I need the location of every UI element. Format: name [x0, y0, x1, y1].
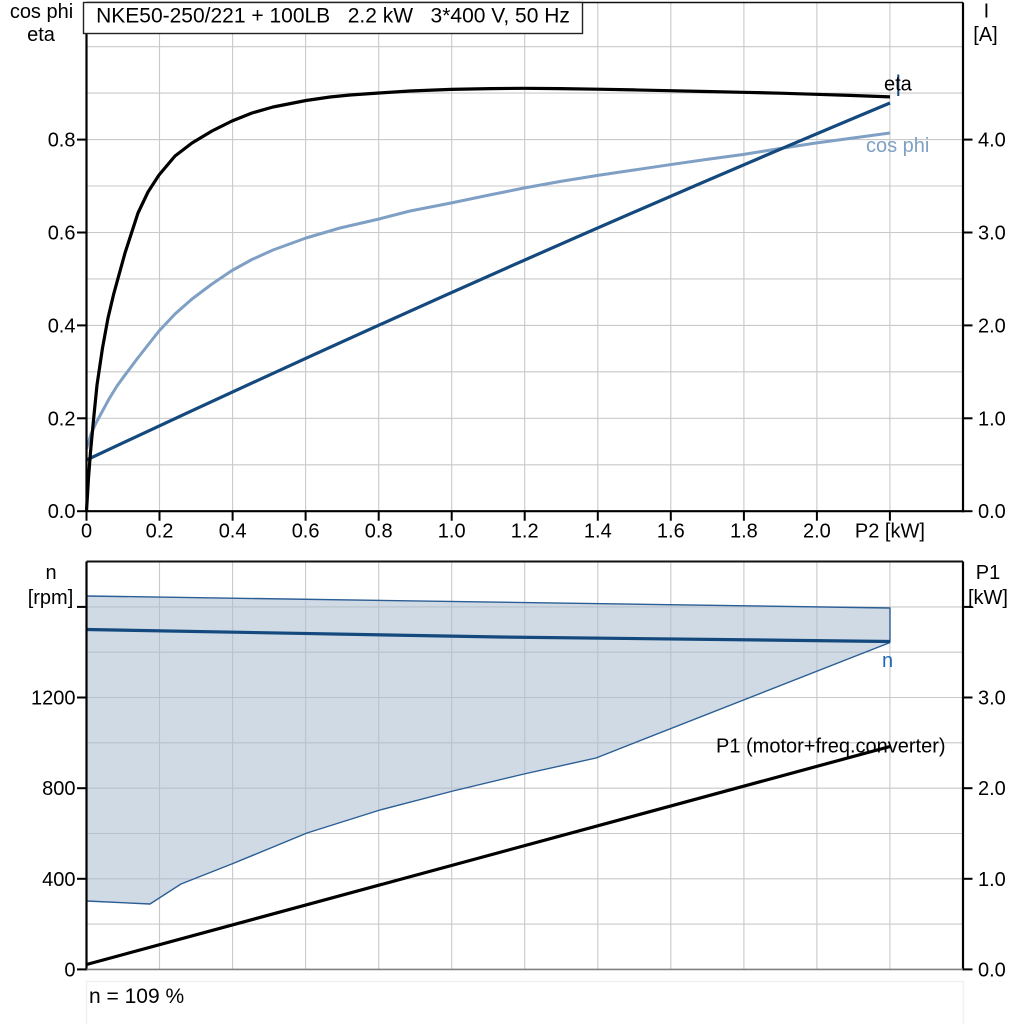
svg-text:0.6: 0.6 [48, 223, 76, 245]
svg-text:0.8: 0.8 [48, 130, 76, 152]
svg-text:0.4: 0.4 [219, 521, 247, 543]
svg-text:1.4: 1.4 [584, 521, 612, 543]
svg-text:4.0: 4.0 [978, 130, 1006, 152]
svg-text:0.2: 0.2 [48, 408, 76, 430]
svg-text:1.2: 1.2 [511, 521, 539, 543]
svg-text:0.0: 0.0 [978, 959, 1006, 981]
svg-text:400: 400 [42, 869, 75, 891]
svg-text:1.0: 1.0 [978, 408, 1006, 430]
svg-text:cos phi: cos phi [10, 1, 73, 23]
svg-text:n = 109 %: n = 109 % [89, 985, 184, 1008]
svg-text:n: n [882, 650, 893, 672]
svg-text:0: 0 [81, 521, 92, 543]
svg-text:0.0: 0.0 [48, 501, 76, 523]
svg-text:eta: eta [884, 74, 913, 96]
svg-text:3.0: 3.0 [978, 223, 1006, 245]
svg-text:2.0: 2.0 [978, 315, 1006, 337]
svg-text:3.0: 3.0 [978, 688, 1006, 710]
svg-text:1.6: 1.6 [657, 521, 685, 543]
svg-text:P1 (motor+freq.converter): P1 (motor+freq.converter) [716, 736, 946, 758]
svg-text:[rpm]: [rpm] [28, 587, 74, 609]
svg-text:I: I [984, 1, 990, 23]
svg-text:2.0: 2.0 [803, 521, 831, 543]
svg-text:1200: 1200 [31, 688, 76, 710]
svg-text:eta: eta [27, 24, 56, 46]
svg-text:0.4: 0.4 [48, 315, 76, 337]
svg-text:1.0: 1.0 [978, 869, 1006, 891]
svg-text:[kW]: [kW] [968, 587, 1008, 609]
svg-text:P1: P1 [976, 562, 1000, 584]
svg-text:n: n [45, 562, 56, 584]
svg-text:P2 [kW]: P2 [kW] [855, 521, 925, 543]
svg-text:0.8: 0.8 [365, 521, 393, 543]
svg-text:1.0: 1.0 [438, 521, 466, 543]
svg-text:1.8: 1.8 [730, 521, 758, 543]
svg-text:0.6: 0.6 [292, 521, 320, 543]
svg-text:NKE50-250/221 + 100LB 2.2 kW: NKE50-250/221 + 100LB 2.2 kW 3*400 V, 50… [96, 5, 570, 28]
svg-text:800: 800 [42, 778, 75, 800]
svg-text:0: 0 [64, 959, 75, 981]
svg-text:0.2: 0.2 [146, 521, 174, 543]
svg-text:[A]: [A] [973, 24, 997, 46]
svg-text:0.0: 0.0 [978, 501, 1006, 523]
svg-text:2.0: 2.0 [978, 778, 1006, 800]
svg-text:cos phi: cos phi [866, 135, 929, 157]
